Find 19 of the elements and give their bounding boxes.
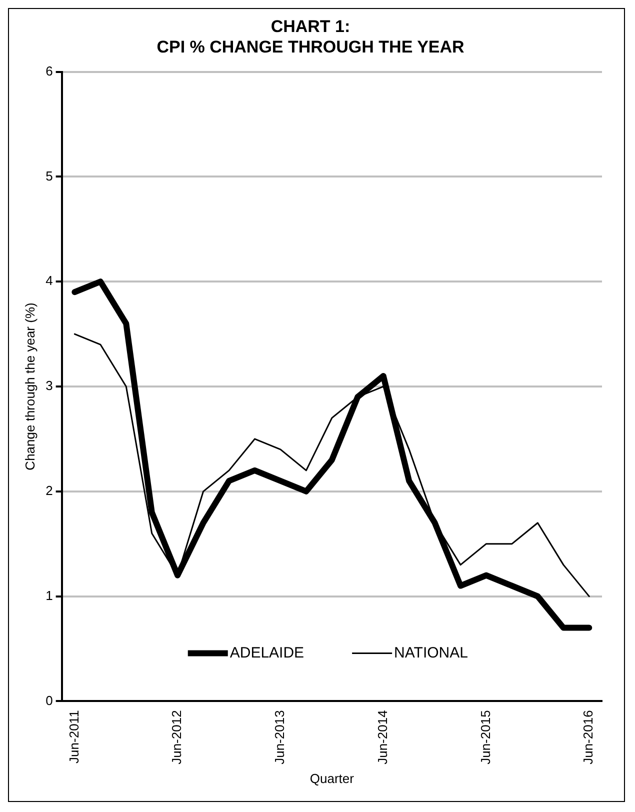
text: CHART 1: bbox=[270, 16, 350, 36]
y-tick-label: 6 bbox=[46, 63, 53, 78]
x-axis-title: Quarter bbox=[310, 770, 355, 786]
y-tick-label: 0 bbox=[46, 692, 53, 708]
y-axis-title: Change through the year (%) bbox=[22, 302, 38, 470]
x-tick-label: Jun-2014 bbox=[374, 710, 390, 764]
x-tick-label: Jun-2016 bbox=[580, 710, 596, 764]
y-tick-label: 4 bbox=[46, 273, 53, 288]
x-tick-label: Jun-2013 bbox=[272, 710, 288, 764]
x-tick-label: Jun-2012 bbox=[169, 710, 184, 764]
y-tick-label: 5 bbox=[46, 168, 53, 184]
legend-label: ADELAIDE bbox=[230, 644, 304, 662]
legend-label: NATIONAL bbox=[394, 644, 468, 662]
x-tick-label: Jun-2011 bbox=[66, 710, 82, 764]
y-tick-label: 1 bbox=[46, 588, 53, 603]
text: CPI % CHANGE THROUGH THE YEAR bbox=[156, 37, 464, 56]
x-tick-label: Jun-2015 bbox=[478, 710, 493, 764]
y-tick-label: 3 bbox=[46, 378, 53, 394]
y-tick-label: 2 bbox=[46, 482, 53, 498]
